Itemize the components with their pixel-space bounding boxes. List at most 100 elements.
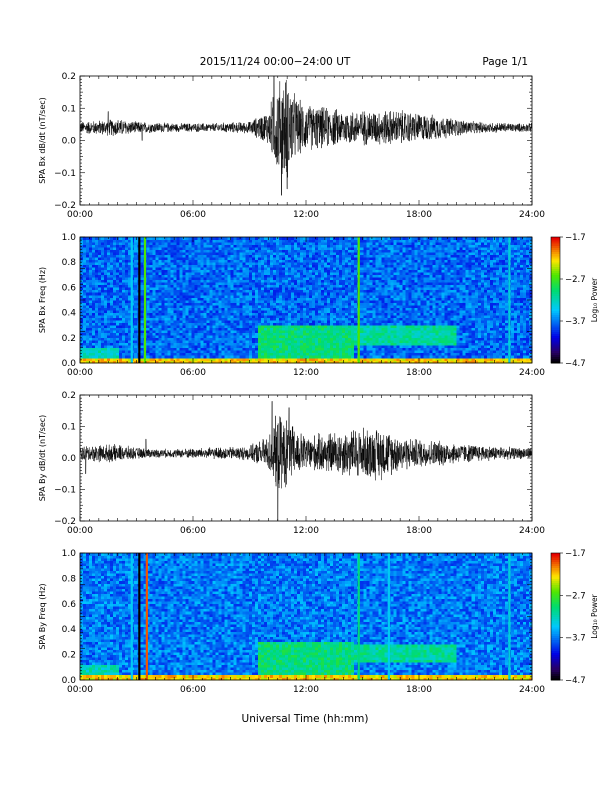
heatmap-cell (276, 267, 279, 270)
heatmap-cell (225, 297, 228, 300)
heatmap-cell (339, 313, 342, 316)
heatmap-cell (113, 313, 116, 316)
heatmap-cell (267, 325, 270, 328)
heatmap-cell (285, 350, 288, 353)
heatmap-cell (104, 305, 107, 308)
heatmap-cell (240, 292, 243, 295)
heatmap-cell (228, 303, 231, 306)
heatmap-cell (201, 290, 204, 293)
heatmap-cell (86, 285, 89, 288)
heatmap-cell (234, 318, 237, 321)
heatmap-cell (291, 265, 294, 268)
heatmap-cell (198, 313, 201, 316)
heatmap-cell (176, 310, 179, 313)
heatmap-cell (309, 252, 312, 255)
heatmap-cell (366, 265, 369, 268)
heatmap-cell (176, 340, 179, 343)
heatmap-cell (291, 240, 294, 243)
heatmap-cell (363, 313, 366, 316)
heatmap-cell (261, 348, 264, 351)
heatmap-cell (279, 300, 282, 303)
heatmap-cell (152, 300, 155, 303)
heatmap-cell (89, 318, 92, 321)
heatmap-cell (315, 277, 318, 280)
heatmap-cell (342, 313, 345, 316)
heatmap-cell (155, 272, 158, 275)
heatmap-cell (146, 305, 149, 308)
heatmap-cell (276, 272, 279, 275)
heatmap-cell (164, 323, 167, 326)
heatmap-cell (134, 300, 137, 303)
heatmap-cell (104, 303, 107, 306)
heatmap-cell (330, 287, 333, 290)
heatmap-cell (210, 340, 213, 343)
heatmap-cell (158, 320, 161, 323)
heatmap-cell (113, 242, 116, 245)
heatmap-cell (258, 333, 261, 336)
heatmap-cell (237, 240, 240, 243)
heatmap-cell (237, 338, 240, 341)
heatmap-cell (339, 250, 342, 253)
heatmap-cell (249, 300, 252, 303)
heatmap-cell (158, 237, 161, 240)
heatmap-cell (225, 280, 228, 283)
heatmap-cell (83, 313, 86, 316)
heatmap-cell (315, 292, 318, 295)
heatmap-cell (237, 330, 240, 333)
heatmap-cell (188, 300, 191, 303)
heatmap-cell (95, 343, 98, 346)
heatmap-cell (167, 315, 170, 318)
heatmap-cell (149, 267, 152, 270)
heatmap-cell (309, 350, 312, 353)
heatmap-cell (198, 265, 201, 268)
heatmap-cell (201, 350, 204, 353)
heatmap-cell (219, 348, 222, 351)
heatmap-cell (294, 308, 297, 311)
heatmap-cell (345, 333, 348, 336)
heatmap-cell (324, 272, 327, 275)
heatmap-cell (113, 333, 116, 336)
heatmap-cell (207, 320, 210, 323)
heatmap-cell (83, 358, 86, 361)
heatmap-cell (225, 350, 228, 353)
heatmap-cell (92, 358, 95, 361)
heatmap-cell (110, 260, 113, 263)
heatmap-cell (146, 255, 149, 258)
heatmap-cell (261, 237, 264, 240)
heatmap-cell (101, 295, 104, 298)
heatmap-cell (140, 308, 143, 311)
heatmap-cell (182, 305, 185, 308)
heatmap-cell (273, 257, 276, 260)
heatmap-cell (198, 355, 201, 358)
heatmap-cell (113, 323, 116, 326)
heatmap-cell (306, 282, 309, 285)
heatmap-cell (89, 282, 92, 285)
heatmap-cell (213, 320, 216, 323)
heatmap-cell (315, 297, 318, 300)
heatmap-cell (333, 358, 336, 361)
heatmap-cell (342, 270, 345, 273)
heatmap-cell (318, 270, 321, 273)
heatmap-cell (333, 313, 336, 316)
heatmap-cell (231, 272, 234, 275)
heatmap-cell (185, 292, 188, 295)
heatmap-cell (303, 320, 306, 323)
heatmap-cell (191, 295, 194, 298)
heatmap-cell (345, 247, 348, 250)
heatmap-cell (285, 262, 288, 265)
heatmap-cell (255, 260, 258, 263)
heatmap-cell (146, 267, 149, 270)
heatmap-cell (170, 297, 173, 300)
heatmap-cell (149, 333, 152, 336)
heatmap-cell (167, 300, 170, 303)
heatmap-cell (288, 358, 291, 361)
heatmap-cell (195, 282, 198, 285)
heatmap-cell (195, 300, 198, 303)
heatmap-cell (267, 262, 270, 265)
heatmap-cell (216, 290, 219, 293)
heatmap-cell (309, 257, 312, 260)
heatmap-cell (366, 257, 369, 260)
heatmap-cell (149, 247, 152, 250)
heatmap-cell (336, 325, 339, 328)
heatmap-cell (146, 308, 149, 311)
